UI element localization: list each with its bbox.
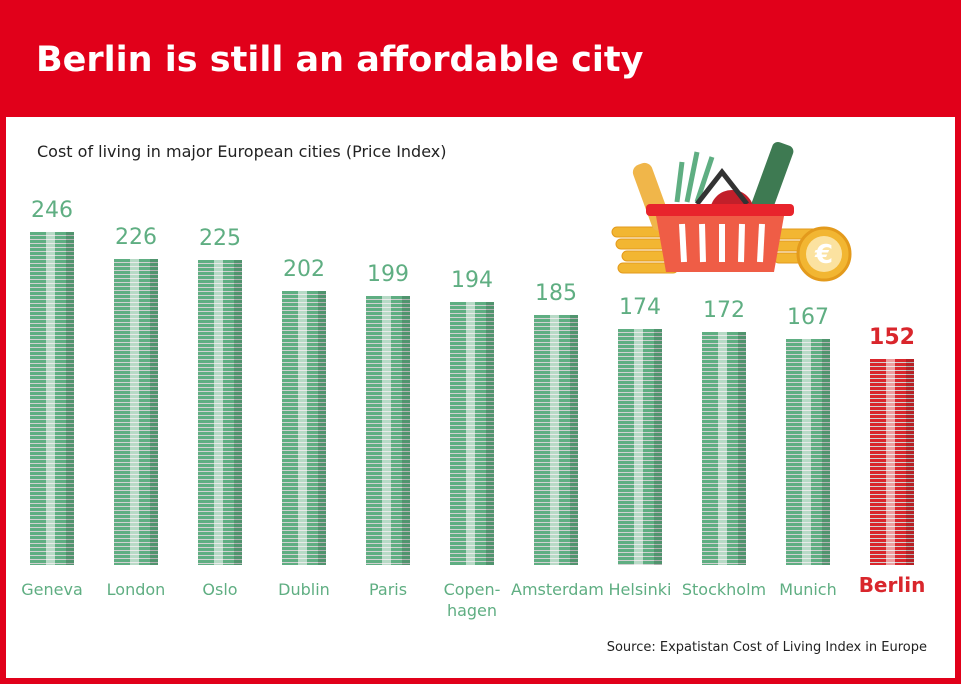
- source-note: Source: Expatistan Cost of Living Index …: [606, 640, 927, 655]
- x-tick-label: Copen- hagen: [443, 580, 501, 620]
- value-label: 225: [199, 226, 241, 252]
- bar: [30, 231, 74, 566]
- chart: Cost of living in major European cities …: [6, 117, 955, 678]
- value-label: 246: [31, 197, 73, 223]
- svg-text:€: €: [814, 240, 833, 270]
- x-tick-label: Stockholm: [681, 580, 767, 599]
- value-label: 226: [115, 224, 157, 250]
- value-label: 202: [283, 257, 325, 283]
- x-tick-label: Oslo: [202, 580, 238, 599]
- chart-title: Berlin is still an affordable city: [36, 40, 644, 80]
- bar: [534, 314, 578, 566]
- bar: [702, 332, 746, 565]
- value-label: 174: [619, 295, 661, 321]
- bar: [450, 302, 494, 565]
- bar: [870, 359, 914, 565]
- bar: [786, 338, 830, 566]
- bar: [114, 258, 158, 565]
- x-tick-label: Paris: [368, 580, 408, 599]
- x-tick-label: Geneva: [21, 580, 83, 599]
- bar: [282, 291, 326, 565]
- value-label: 199: [367, 261, 409, 287]
- value-label: 194: [451, 268, 493, 294]
- value-label: 172: [703, 298, 745, 324]
- value-label: 152: [869, 325, 915, 351]
- value-label: 185: [535, 280, 577, 306]
- x-tick-label: London: [106, 580, 166, 599]
- chart-subtitle: Cost of living in major European cities …: [37, 142, 447, 161]
- x-tick-label: Dublin: [278, 580, 330, 599]
- x-tick-label: Munich: [779, 580, 837, 599]
- x-tick-label: Helsinki: [608, 580, 672, 599]
- basket-illustration: €: [611, 141, 852, 282]
- bar: [366, 295, 410, 566]
- bar: [198, 260, 242, 565]
- bar: [618, 329, 662, 565]
- x-tick-label: Amsterdam: [511, 580, 604, 599]
- value-label: 167: [787, 304, 829, 330]
- x-tick-label: Berlin: [858, 573, 926, 597]
- header: Berlin is still an affordable city: [0, 0, 961, 115]
